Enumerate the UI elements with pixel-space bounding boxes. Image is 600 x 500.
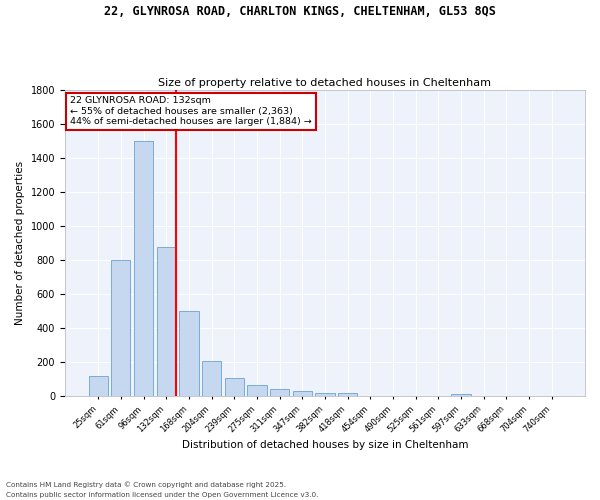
Bar xyxy=(316,392,335,396)
Bar xyxy=(111,260,130,396)
Text: 22 GLYNROSA ROAD: 132sqm
← 55% of detached houses are smaller (2,363)
44% of sem: 22 GLYNROSA ROAD: 132sqm ← 55% of detach… xyxy=(70,96,312,126)
Bar xyxy=(224,378,244,396)
X-axis label: Distribution of detached houses by size in Cheltenham: Distribution of detached houses by size … xyxy=(182,440,468,450)
Title: Size of property relative to detached houses in Cheltenham: Size of property relative to detached ho… xyxy=(158,78,491,88)
Text: Contains public sector information licensed under the Open Government Licence v3: Contains public sector information licen… xyxy=(6,492,319,498)
Y-axis label: Number of detached properties: Number of detached properties xyxy=(15,161,25,326)
Text: Contains HM Land Registry data © Crown copyright and database right 2025.: Contains HM Land Registry data © Crown c… xyxy=(6,481,286,488)
Bar xyxy=(179,312,199,396)
Text: 22, GLYNROSA ROAD, CHARLTON KINGS, CHELTENHAM, GL53 8QS: 22, GLYNROSA ROAD, CHARLTON KINGS, CHELT… xyxy=(104,5,496,18)
Bar xyxy=(338,394,357,396)
Bar xyxy=(247,385,266,396)
Bar xyxy=(293,391,312,396)
Bar xyxy=(270,388,289,396)
Bar xyxy=(134,141,153,397)
Bar xyxy=(89,376,108,396)
Bar xyxy=(451,394,470,396)
Bar xyxy=(202,360,221,396)
Bar xyxy=(157,246,176,396)
